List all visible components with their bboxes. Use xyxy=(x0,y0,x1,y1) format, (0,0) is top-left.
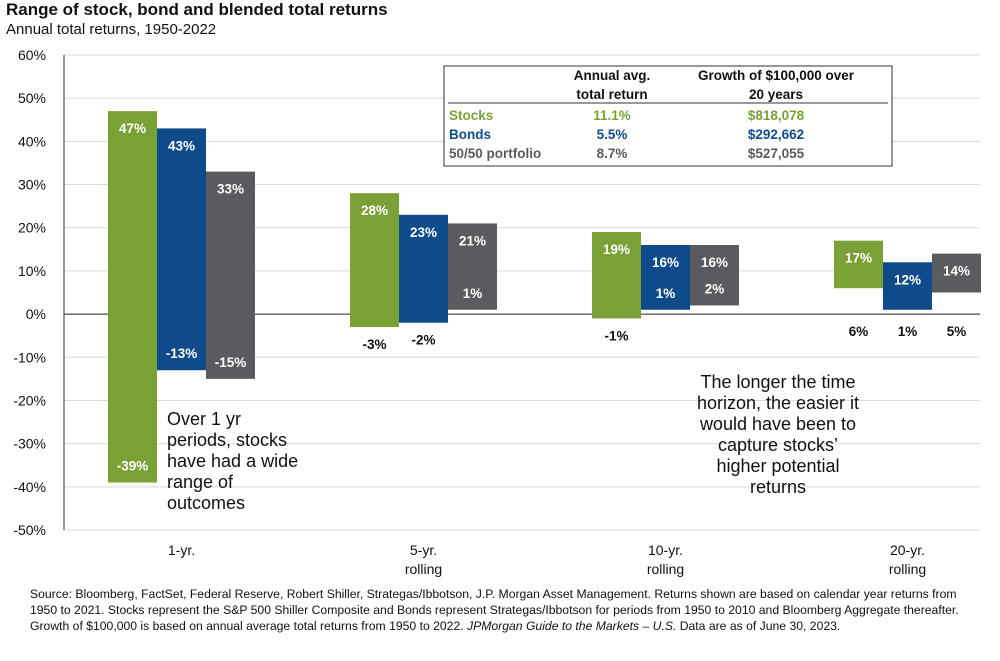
bar-50-50-portfolio xyxy=(206,171,255,379)
summary-table: Annual avg. total return Growth of $100,00… xyxy=(443,65,893,167)
bar-max-label: 47% xyxy=(119,121,146,136)
annotation-1yr: Over 1 yr xyxy=(167,409,241,429)
bar-max-label: 21% xyxy=(459,233,486,248)
bar-bonds xyxy=(883,262,932,310)
bar-50-50-portfolio xyxy=(448,223,497,310)
x-category-label: 20-yr. xyxy=(890,542,925,558)
y-tick-label: -30% xyxy=(13,436,46,452)
y-tick-label: 40% xyxy=(18,133,46,149)
source-footnote: Source: Bloomberg, FactSet, Federal Rese… xyxy=(30,586,985,634)
y-tick-label: -20% xyxy=(13,392,46,408)
table-row-growth: $818,078 xyxy=(748,108,805,123)
table-row-label: 50/50 portfolio xyxy=(449,146,541,161)
source-end: Data are as of June 30, 2023. xyxy=(679,619,841,633)
x-category-label: rolling xyxy=(405,561,442,577)
bar-min-label: -2% xyxy=(411,333,435,348)
bar-max-label: 33% xyxy=(217,182,244,197)
bar-max-label: 43% xyxy=(168,138,195,153)
bar-labels: 47% -39% 43% -13% 33% -15% 28% -3% 23% -2% 21% 1% 19… xyxy=(117,121,970,473)
annotation-1yr: periods, stocks xyxy=(167,430,287,450)
annotation-horizon: The longer the time xyxy=(700,372,855,392)
annotation-1yr: have had a wide xyxy=(167,451,298,471)
bar-min-label: 1% xyxy=(656,286,676,301)
bar-max-label: 17% xyxy=(845,251,872,266)
table-header-growth: Growth of $100,000 over xyxy=(698,68,855,83)
source-text: Source: Bloomberg, FactSet, Federal Rese… xyxy=(30,587,959,633)
table-row-avg: 11.1% xyxy=(593,108,631,123)
bar-min-label: 1% xyxy=(898,324,918,339)
table-row-growth: $292,662 xyxy=(748,127,804,142)
table-header-avg: total return xyxy=(576,87,647,102)
table-frame xyxy=(443,65,893,167)
annotation-1yr: range of xyxy=(167,472,234,492)
bar-stocks xyxy=(592,232,641,319)
bar-min-label: 2% xyxy=(705,281,725,296)
bar-min-label: -39% xyxy=(117,459,149,474)
table-row-growth: $527,055 xyxy=(748,146,805,161)
bar-min-label: -3% xyxy=(362,337,386,352)
annotation-horizon: would have been to xyxy=(699,414,856,434)
annotation-horizon: horizon, the easier it xyxy=(697,393,859,413)
y-tick-label: 0% xyxy=(26,306,46,322)
bar-min-label: 5% xyxy=(947,324,967,339)
chart-subtitle: Annual total returns, 1950-2022 xyxy=(6,21,217,38)
bar-max-label: 16% xyxy=(652,255,679,270)
y-tick-label: -50% xyxy=(13,522,46,538)
x-axis: 1-yr. 5-yr. rolling 10-yr. rolling 20-yr. roll… xyxy=(168,542,926,577)
bar-bonds xyxy=(641,245,690,310)
bar-stocks xyxy=(350,193,399,328)
bar-min-label: -1% xyxy=(604,328,628,343)
bar-50-50-portfolio xyxy=(932,253,981,293)
y-axis: -50% -40% -30% -20% -10% 0% 10% 20% 30% 40% 50% 60% xyxy=(13,47,65,538)
range-bar-chart: -50% -40% -30% -20% -10% 0% 10% 20% 30% 40% 50% 60%… xyxy=(13,47,981,577)
x-category-label: 1-yr. xyxy=(168,542,195,558)
x-category-label: rolling xyxy=(647,561,684,577)
bar-min-label: 1% xyxy=(463,286,483,301)
bar-bonds xyxy=(157,128,206,371)
bar-max-label: 19% xyxy=(603,242,630,257)
y-tick-label: -10% xyxy=(13,349,46,365)
y-tick-label: 30% xyxy=(18,177,46,193)
bar-50-50-portfolio xyxy=(690,245,739,306)
y-tick-label: 50% xyxy=(18,90,46,106)
table-row-label: Bonds xyxy=(449,127,491,142)
bar-stocks xyxy=(108,111,157,483)
bars xyxy=(108,111,981,483)
y-tick-label: 10% xyxy=(18,263,46,279)
bar-min-label: -13% xyxy=(166,346,198,361)
bar-max-label: 14% xyxy=(943,264,970,279)
table-row-label: Stocks xyxy=(449,108,493,123)
bar-max-label: 23% xyxy=(410,225,437,240)
bar-bonds xyxy=(399,214,448,323)
annotation-horizon: returns xyxy=(750,477,806,497)
table-header-growth: 20 years xyxy=(749,87,803,102)
x-category-label: rolling xyxy=(889,561,926,577)
source-italic: JPMorgan Guide to the Markets – U.S. xyxy=(467,619,677,633)
bar-max-label: 16% xyxy=(701,255,728,270)
bar-max-label: 12% xyxy=(894,272,921,287)
table-header-avg: Annual avg. xyxy=(574,68,651,83)
chart-title: Range of stock, bond and blended total r… xyxy=(6,0,388,19)
bar-min-label: 6% xyxy=(849,324,869,339)
bar-max-label: 28% xyxy=(361,203,388,218)
bar-min-label: -15% xyxy=(215,355,247,370)
y-tick-label: -40% xyxy=(13,479,46,495)
annotation-horizon: higher potential xyxy=(716,456,839,476)
y-tick-label: 60% xyxy=(18,47,46,63)
x-category-label: 5-yr. xyxy=(410,542,437,558)
annotation-1yr: outcomes xyxy=(167,493,245,513)
y-tick-label: 20% xyxy=(18,220,46,236)
x-category-label: 10-yr. xyxy=(648,542,683,558)
annotation-horizon: capture stocks’ xyxy=(718,435,838,455)
table-row-avg: 8.7% xyxy=(597,146,628,161)
bar-stocks xyxy=(834,240,883,289)
table-row-avg: 5.5% xyxy=(597,127,628,142)
